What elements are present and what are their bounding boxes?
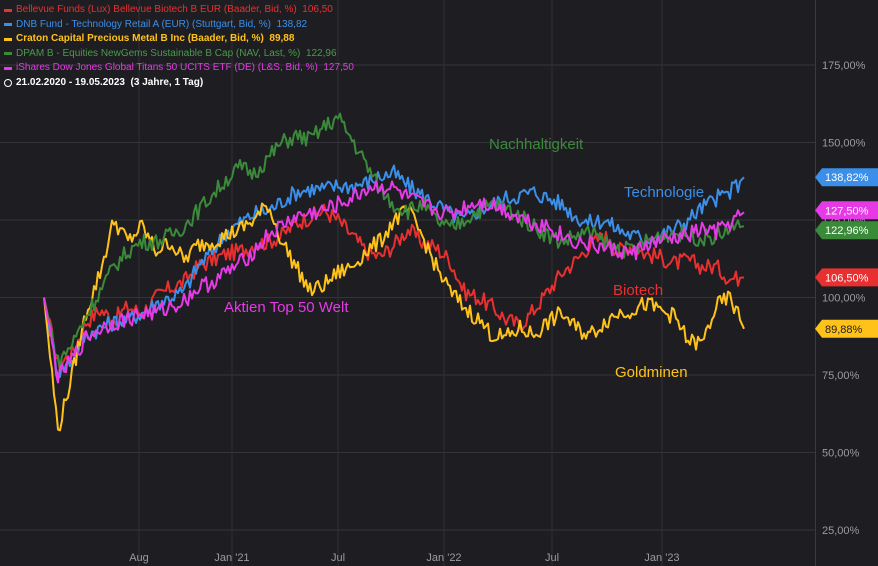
- x-tick-label: Jul: [545, 552, 559, 564]
- clock-icon: [4, 78, 12, 87]
- legend-label: Bellevue Funds (Lux) Bellevue Biotech B …: [16, 4, 297, 15]
- annotation-label: Biotech: [613, 282, 663, 299]
- legend-swatch: [4, 52, 12, 56]
- last-value-tag-bg: [815, 168, 878, 187]
- x-tick-label: Jan '22: [426, 552, 461, 564]
- annotation-label: Goldminen: [615, 364, 688, 381]
- legend-value: 127,50: [323, 62, 354, 73]
- date-range: 21.02.2020 - 19.05.2023 (3 Jahre, 1 Tag): [4, 76, 354, 91]
- last-value-tag-1: 138,82%: [815, 168, 878, 187]
- legend-value: 106,50: [302, 4, 333, 15]
- last-value-tag-4: 127,50%: [815, 201, 878, 220]
- last-value-tag-text: 106,50%: [825, 272, 869, 284]
- legend-item-goldminen[interactable]: Craton Capital Precious Metal B Inc (Baa…: [4, 32, 354, 47]
- period-text: (3 Jahre, 1 Tag): [130, 76, 204, 88]
- last-value-tag-bg: [815, 221, 878, 240]
- series-line-4: [43, 180, 745, 384]
- date-range-text: 21.02.2020 - 19.05.2023: [16, 76, 125, 88]
- y-tick-label: 100,00%: [822, 293, 866, 305]
- last-value-tag-3: 122,96%: [815, 221, 878, 240]
- legend-item-biotech[interactable]: Bellevue Funds (Lux) Bellevue Biotech B …: [4, 3, 354, 18]
- x-tick-label: Jul: [331, 552, 345, 564]
- legend-swatch: [4, 8, 12, 12]
- last-value-tag-text: 138,82%: [825, 172, 869, 184]
- legend-value: 89,88: [269, 33, 295, 44]
- y-tick-label: 25,00%: [822, 525, 860, 537]
- last-value-tag-bg: [815, 201, 878, 220]
- legend-item-technology[interactable]: DNB Fund - Technology Retail A (EUR) (St…: [4, 18, 354, 33]
- annotation-label: Technologie: [624, 184, 704, 201]
- x-tick-label: Jan '23: [644, 552, 679, 564]
- legend-swatch: [4, 66, 12, 70]
- x-tick-label: Aug: [129, 552, 149, 564]
- series-line-2: [43, 202, 745, 432]
- legend-label: DPAM B - Equities NewGems Sustainable B …: [16, 47, 301, 59]
- legend-value: 122,96: [305, 47, 337, 59]
- legend-label: iShares Dow Jones Global Titans 50 UCITS…: [16, 62, 318, 73]
- legend-swatch: [4, 37, 12, 41]
- legend-swatch: [4, 23, 12, 27]
- y-tick-label: 50,00%: [822, 448, 860, 460]
- legend-item-sustainable[interactable]: DPAM B - Equities NewGems Sustainable B …: [4, 47, 354, 62]
- legend-label: Craton Capital Precious Metal B Inc (Baa…: [16, 33, 264, 44]
- legend-label: DNB Fund - Technology Retail A (EUR) (St…: [16, 18, 271, 30]
- last-value-tag-text: 89,88%: [825, 324, 863, 336]
- last-value-tag-bg: [815, 319, 878, 338]
- y-tick-label: 150,00%: [822, 138, 866, 150]
- y-tick-label: 75,00%: [822, 370, 860, 382]
- legend-item-titans[interactable]: iShares Dow Jones Global Titans 50 UCITS…: [4, 61, 354, 76]
- legend-value: 138,82: [276, 18, 308, 30]
- last-value-tag-bg: [815, 268, 878, 287]
- last-value-tag-0: 106,50%: [815, 268, 878, 287]
- annotation-label: Aktien Top 50 Welt: [224, 299, 349, 316]
- y-tick-label: 175,00%: [822, 60, 866, 72]
- legend: Bellevue Funds (Lux) Bellevue Biotech B …: [4, 3, 354, 90]
- x-tick-label: Jan '21: [214, 552, 249, 564]
- series-line-3: [43, 112, 745, 370]
- last-value-tag-2: 89,88%: [815, 319, 878, 338]
- last-value-tag-text: 122,96%: [825, 225, 869, 237]
- last-value-tag-text: 127,50%: [825, 205, 869, 217]
- annotation-label: Nachhaltigkeit: [489, 136, 584, 153]
